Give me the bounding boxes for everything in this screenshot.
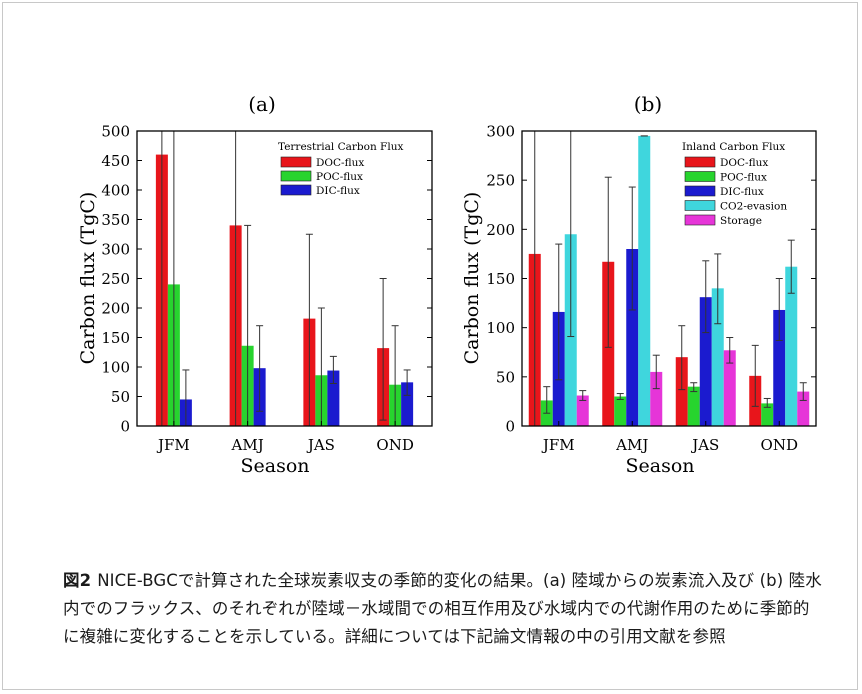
bar-b-doc-flux-jas xyxy=(675,357,688,426)
bar-b-storage-amj xyxy=(650,371,663,426)
x-tick-label-b: JFM xyxy=(541,436,575,454)
y-tick-label-b: 200 xyxy=(486,221,515,239)
legend-swatch-a-poc-flux xyxy=(280,170,312,182)
y-tick-label-a: 100 xyxy=(101,359,130,377)
legend-label-a-poc-flux: POC-flux xyxy=(316,171,363,183)
y-tick-label-b: 100 xyxy=(486,319,515,337)
y-axis-label-b: Carbon flux (TgC) xyxy=(461,192,483,365)
bar-b-poc-flux-jas xyxy=(687,386,700,426)
legend-title-a: Terrestrial Carbon Flux xyxy=(278,141,403,153)
bar-b-co2-evasion-amj xyxy=(638,135,651,426)
x-tick-label-b: OND xyxy=(761,436,798,454)
bar-b-dic-flux-ond xyxy=(773,309,786,426)
legend-swatch-b-storage xyxy=(684,214,716,226)
x-tick-label-a: JFM xyxy=(156,436,190,454)
x-axis-label-b: Season xyxy=(625,455,694,477)
legend-swatch-a-dic-flux xyxy=(280,184,312,196)
legend-swatch-b-co2-evasion xyxy=(684,200,716,211)
bar-b-co2-evasion-jas xyxy=(711,288,724,426)
caption-text: NICE-BGCで計算された全球炭素収支の季節的変化の結果。(a) 陸域からの炭… xyxy=(63,571,822,646)
y-tick-label-a: 50 xyxy=(111,388,130,406)
x-tick-label-b: AMJ xyxy=(615,436,648,454)
y-tick-label-a: 450 xyxy=(101,152,130,170)
bar-b-poc-flux-ond xyxy=(761,403,774,426)
x-axis-label-a: Season xyxy=(240,455,309,477)
legend-swatch-b-dic-flux xyxy=(684,185,716,197)
legend-label-b-doc-flux: DOC-flux xyxy=(720,157,768,169)
y-tick-label-b: 50 xyxy=(496,368,515,386)
y-tick-label-a: 500 xyxy=(101,123,130,141)
y-tick-label-a: 300 xyxy=(101,241,130,259)
y-tick-label-a: 350 xyxy=(101,211,130,229)
y-tick-label-a: 150 xyxy=(101,329,130,347)
y-tick-label-b: 300 xyxy=(486,123,515,141)
legend-label-b-co2-evasion: CO2-evasion xyxy=(720,201,787,213)
y-tick-label-a: 250 xyxy=(101,270,130,288)
y-tick-label-a: 200 xyxy=(101,300,130,318)
y-tick-label-a: 0 xyxy=(120,418,130,436)
legend-swatch-b-poc-flux xyxy=(684,171,716,182)
legend-label-a-doc-flux: DOC-flux xyxy=(316,157,364,169)
legend-title-b: Inland Carbon Flux xyxy=(682,141,785,153)
chart-title-a: (a) xyxy=(248,92,276,116)
y-tick-label-b: 250 xyxy=(486,172,515,190)
bar-b-co2-evasion-ond xyxy=(785,266,798,426)
legend-label-b-storage: Storage xyxy=(720,215,762,227)
bar-b-dic-flux-amj xyxy=(626,249,639,426)
legend-label-b-dic-flux: DIC-flux xyxy=(720,186,764,198)
figure-caption: 図2 NICE-BGCで計算された全球炭素収支の季節的変化の結果。(a) 陸域から… xyxy=(63,567,823,651)
chart-title-b: (b) xyxy=(634,92,662,116)
legend-swatch-b-doc-flux xyxy=(684,156,716,168)
bar-b-dic-flux-jas xyxy=(699,297,712,426)
legend-label-b-poc-flux: POC-flux xyxy=(720,172,767,184)
x-tick-label-a: JAS xyxy=(306,436,335,454)
bar-a-dic-flux-jas xyxy=(327,370,340,426)
bar-a-dic-flux-ond xyxy=(401,382,414,426)
y-tick-label-b: 0 xyxy=(505,418,515,436)
y-tick-label-b: 150 xyxy=(486,270,515,288)
y-axis-label-a: Carbon flux (TgC) xyxy=(77,192,99,365)
x-tick-label-b: JAS xyxy=(690,436,719,454)
y-tick-label-a: 400 xyxy=(101,182,130,200)
legend-swatch-a-doc-flux xyxy=(280,156,312,168)
bar-b-poc-flux-amj xyxy=(614,396,627,426)
x-tick-label-a: OND xyxy=(376,436,413,454)
legend-label-a-dic-flux: DIC-flux xyxy=(316,185,360,197)
x-tick-label-a: AMJ xyxy=(231,436,264,454)
caption-label: 図2 xyxy=(63,571,92,590)
bar-b-storage-jfm xyxy=(576,395,589,426)
bar-b-storage-jas xyxy=(723,350,736,426)
